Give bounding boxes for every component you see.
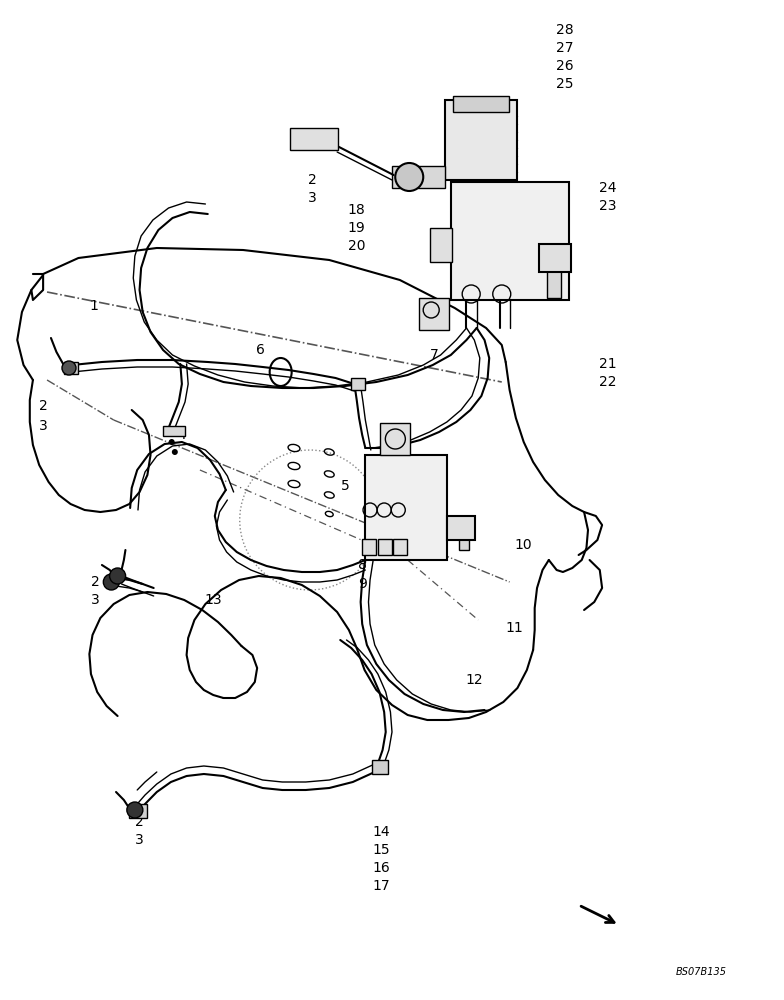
Text: 8: 8: [358, 558, 367, 572]
Circle shape: [110, 568, 125, 584]
Bar: [163, 426, 185, 436]
Text: 22: 22: [599, 375, 616, 389]
Text: 2: 2: [91, 575, 100, 589]
Text: 19: 19: [348, 221, 365, 235]
Circle shape: [127, 802, 143, 818]
Text: 3: 3: [135, 833, 144, 847]
Text: 14: 14: [372, 825, 390, 839]
Bar: [459, 528, 470, 550]
Circle shape: [172, 449, 178, 455]
Bar: [392, 166, 445, 188]
Bar: [448, 516, 475, 540]
Text: 28: 28: [556, 23, 573, 37]
Text: 7: 7: [430, 348, 439, 362]
Text: 3: 3: [91, 593, 100, 607]
Text: 25: 25: [556, 77, 573, 91]
Text: 4: 4: [177, 428, 187, 442]
Text: 3: 3: [38, 419, 48, 433]
Text: 23: 23: [599, 199, 616, 213]
Text: 2: 2: [307, 173, 317, 187]
Text: 2: 2: [135, 815, 144, 829]
Text: 26: 26: [556, 59, 573, 73]
Text: 11: 11: [506, 621, 523, 635]
Text: 18: 18: [348, 203, 365, 217]
Text: 10: 10: [515, 538, 532, 552]
Bar: [451, 182, 569, 300]
Bar: [380, 423, 410, 455]
Text: 27: 27: [556, 41, 573, 55]
Circle shape: [62, 361, 76, 375]
Circle shape: [169, 439, 175, 445]
Bar: [365, 455, 448, 560]
Text: 17: 17: [372, 879, 390, 893]
Text: 9: 9: [358, 577, 367, 591]
Bar: [453, 96, 510, 112]
Bar: [351, 378, 365, 390]
Text: BS07B135: BS07B135: [676, 967, 728, 977]
Bar: [394, 539, 408, 555]
Bar: [129, 804, 147, 818]
Text: 15: 15: [372, 843, 390, 857]
Text: 13: 13: [205, 593, 222, 607]
Text: 16: 16: [372, 861, 390, 875]
Bar: [290, 128, 338, 150]
Circle shape: [103, 574, 119, 590]
Text: 24: 24: [599, 181, 616, 195]
Bar: [378, 539, 392, 555]
Bar: [539, 244, 572, 272]
Text: 3: 3: [307, 191, 317, 205]
Text: 5: 5: [340, 479, 350, 493]
Bar: [547, 270, 561, 298]
Bar: [64, 362, 78, 374]
Bar: [430, 228, 452, 262]
Bar: [445, 100, 517, 180]
Text: 21: 21: [599, 357, 616, 371]
Circle shape: [395, 163, 423, 191]
Bar: [372, 760, 387, 774]
Bar: [419, 298, 449, 330]
Text: 6: 6: [256, 343, 265, 357]
Text: 1: 1: [89, 299, 99, 313]
Text: 20: 20: [348, 239, 365, 253]
Text: 12: 12: [466, 673, 483, 687]
Text: 2: 2: [38, 399, 48, 413]
Bar: [362, 539, 376, 555]
